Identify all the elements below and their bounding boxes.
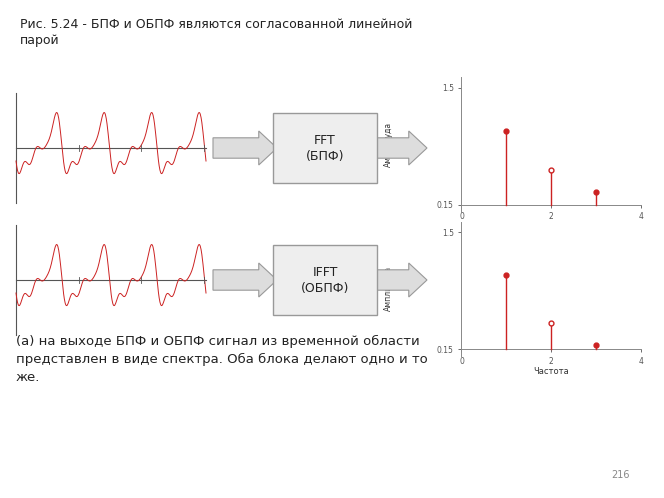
Y-axis label: Амплитуда: Амплитуда bbox=[384, 122, 393, 167]
Bar bbox=[273, 113, 377, 183]
Polygon shape bbox=[363, 131, 427, 165]
Text: 216: 216 bbox=[612, 470, 630, 480]
Y-axis label: Амплитуда: Амплитуда bbox=[384, 266, 393, 311]
Text: парой: парой bbox=[20, 34, 60, 47]
Polygon shape bbox=[363, 263, 427, 297]
X-axis label: Частота: Частота bbox=[533, 367, 569, 376]
Text: FFT
(БПФ): FFT (БПФ) bbox=[305, 133, 344, 162]
X-axis label: Частота: Частота bbox=[533, 223, 569, 232]
Text: IFFT
(ОБПФ): IFFT (ОБПФ) bbox=[301, 265, 349, 294]
Bar bbox=[273, 245, 377, 315]
Polygon shape bbox=[213, 131, 277, 165]
Text: (а) на выходе БПФ и ОБПФ сигнал из временной области
представлен в виде спектра.: (а) на выходе БПФ и ОБПФ сигнал из време… bbox=[16, 335, 428, 384]
Text: Рис. 5.24 - БПФ и ОБПФ являются согласованной линейной: Рис. 5.24 - БПФ и ОБПФ являются согласов… bbox=[20, 18, 412, 31]
Polygon shape bbox=[213, 263, 277, 297]
